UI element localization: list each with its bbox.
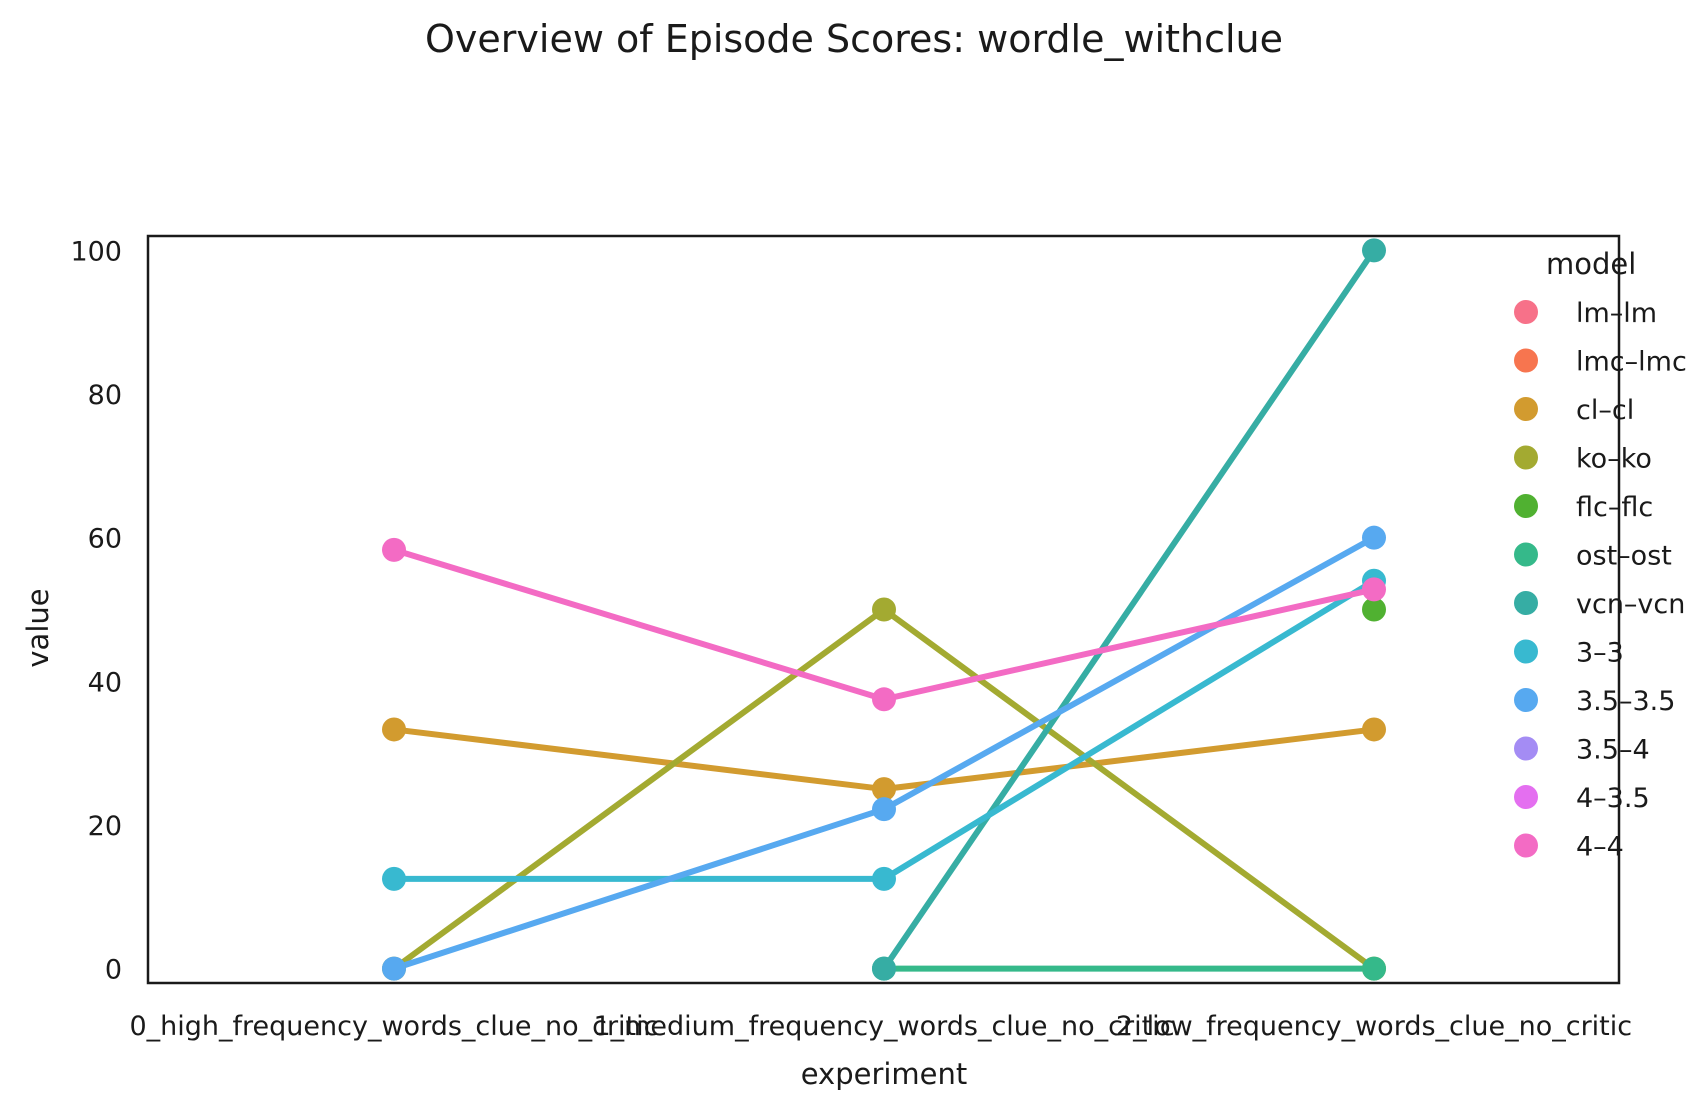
y-axis-label: value bbox=[21, 588, 55, 667]
data-point bbox=[1362, 956, 1386, 981]
legend-label: 4–3.5 bbox=[1576, 783, 1650, 814]
legend-label: lmc–lmc bbox=[1576, 347, 1687, 378]
data-point bbox=[382, 866, 406, 891]
y-axis-ticks: 0 20 40 60 80 100 bbox=[70, 236, 122, 985]
legend-label: vcn–vcn bbox=[1576, 589, 1685, 620]
series-line-segment bbox=[881, 534, 1377, 813]
legend: model lm–lm lmc–lmc cl–cl ko–ko flc–flc ost–o… bbox=[1514, 247, 1687, 863]
x-tick-label: 2_low_frequency_words_clue_no_critic bbox=[1116, 1011, 1632, 1042]
x-tick-label: 0_high_frequency_words_clue_no_critic bbox=[130, 1011, 659, 1042]
data-point bbox=[382, 537, 406, 562]
legend-marker bbox=[1514, 348, 1538, 373]
series-line-segment bbox=[391, 806, 887, 972]
series-line-segment bbox=[391, 726, 887, 793]
data-point bbox=[1362, 238, 1386, 263]
legend-label: lm–lm bbox=[1576, 298, 1657, 329]
legend-marker bbox=[1514, 494, 1538, 518]
legend-marker bbox=[1514, 591, 1538, 615]
data-point bbox=[872, 777, 896, 802]
y-tick-label: 80 bbox=[88, 380, 122, 411]
legend-marker bbox=[1514, 785, 1538, 809]
legend-marker bbox=[1514, 736, 1538, 761]
series-line-segment bbox=[881, 606, 1377, 972]
legend-label: 3–3 bbox=[1576, 638, 1624, 669]
data-point bbox=[872, 956, 896, 981]
series-line-segment bbox=[881, 577, 1377, 882]
y-tick-label: 20 bbox=[88, 811, 122, 842]
data-point bbox=[872, 597, 896, 622]
legend-label: ost–ost bbox=[1576, 541, 1672, 572]
x-tick-label: 1_medium_frequency_words_clue_no_critic bbox=[593, 1011, 1174, 1042]
series-line-segment bbox=[881, 586, 1377, 703]
legend-marker bbox=[1514, 688, 1538, 712]
legend-marker bbox=[1514, 639, 1538, 664]
series-line-segment bbox=[391, 546, 887, 703]
legend-marker bbox=[1514, 397, 1538, 421]
data-point bbox=[872, 866, 896, 891]
y-tick-label: 60 bbox=[88, 524, 122, 555]
x-axis-label: experiment bbox=[801, 1057, 968, 1091]
series-line-segment bbox=[881, 247, 1377, 972]
legend-label: 4–4 bbox=[1576, 832, 1624, 863]
series-points bbox=[382, 238, 1386, 981]
legend-label: cl–cl bbox=[1576, 395, 1634, 426]
legend-title: model bbox=[1546, 247, 1636, 281]
legend-marker bbox=[1514, 542, 1538, 567]
data-point bbox=[1362, 525, 1386, 550]
series-line-segment bbox=[881, 726, 1377, 793]
data-point bbox=[872, 797, 896, 822]
data-point bbox=[382, 956, 406, 981]
legend-label: ko–ko bbox=[1576, 444, 1652, 475]
data-point bbox=[1362, 597, 1386, 622]
series-lines bbox=[391, 247, 1377, 972]
y-tick-label: 40 bbox=[88, 667, 122, 698]
y-tick-label: 100 bbox=[70, 236, 122, 267]
legend-label: 3.5–3.5 bbox=[1576, 686, 1675, 717]
legend-label: flc–flc bbox=[1576, 492, 1653, 523]
legend-marker bbox=[1514, 833, 1538, 858]
data-point bbox=[1362, 717, 1386, 742]
legend-marker bbox=[1514, 445, 1538, 470]
legend-label: 3.5–4 bbox=[1576, 735, 1650, 766]
y-tick-label: 0 bbox=[105, 955, 122, 986]
plot-area-frame bbox=[146, 234, 1621, 985]
chart-title: Overview of Episode Scores: wordle_withc… bbox=[425, 17, 1283, 61]
data-point bbox=[872, 687, 896, 712]
data-point bbox=[382, 717, 406, 742]
series-line-segment bbox=[391, 606, 887, 972]
data-point bbox=[1362, 577, 1386, 602]
x-axis-ticks: 0_high_frequency_words_clue_no_critic1_m… bbox=[130, 1011, 1633, 1042]
legend-marker bbox=[1514, 300, 1538, 324]
